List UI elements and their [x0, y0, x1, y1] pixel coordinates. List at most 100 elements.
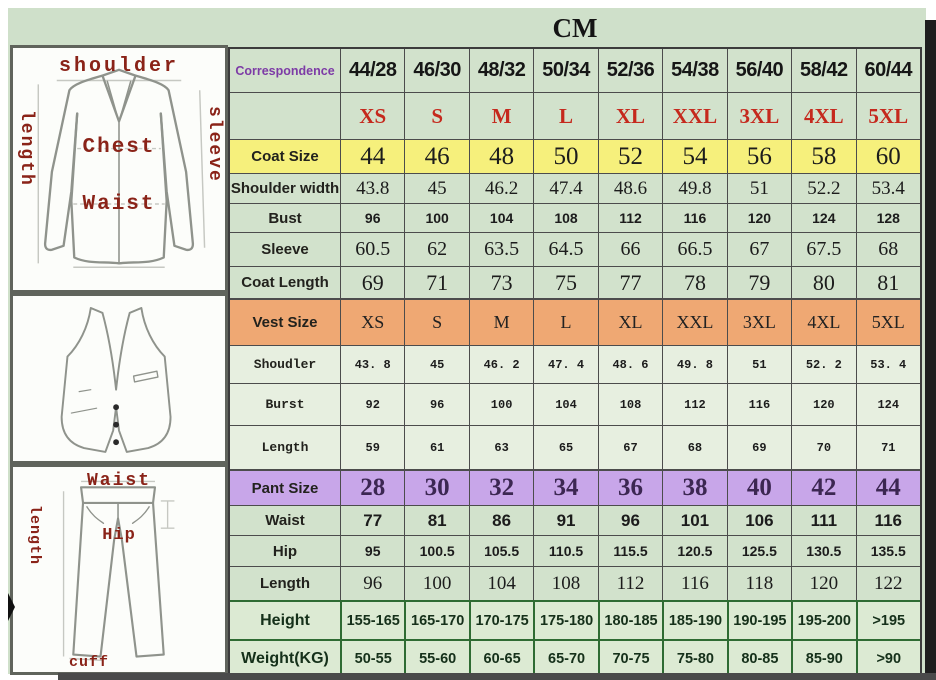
table-cell: 180-185: [597, 600, 663, 639]
row-label: Length: [230, 425, 340, 469]
row-label: Weight(KG): [230, 639, 340, 676]
table-cell: 155-165: [340, 600, 405, 639]
table-cell: 32: [468, 469, 534, 505]
row-label: Length: [230, 566, 340, 600]
table-row: Coat Length 69 71 73 75 77 78 79 80 81: [230, 266, 920, 298]
table-cell: 50: [533, 139, 598, 173]
table-cell: 3XL: [726, 298, 792, 345]
units-title: CM: [552, 13, 598, 43]
table-row: Coat Size 44 46 48 50 52 54 56 58 60: [230, 139, 920, 173]
table-cell: 190-195: [726, 600, 792, 639]
table-cell: 42: [791, 469, 856, 505]
table-cell: 66.5: [662, 232, 727, 266]
table-cell: 96: [597, 505, 663, 535]
table-cell: 30: [404, 469, 469, 505]
table-cell: 116: [855, 505, 920, 535]
table-cell: 38: [662, 469, 727, 505]
row-label: Shoulder width: [230, 173, 340, 203]
table-row: Burst 92 96 100 104 108 112 116 120 124: [230, 383, 920, 425]
table-cell: 58: [791, 139, 856, 173]
table-cell: 55-60: [404, 639, 469, 676]
table-cell: 51: [726, 173, 792, 203]
table-cell: 62: [404, 232, 469, 266]
table-cell: 53. 4: [855, 345, 920, 383]
table-cell: S: [404, 92, 469, 139]
table-cell: 54/38: [662, 49, 727, 92]
table-cell: 51: [726, 345, 792, 383]
table-cell: 165-170: [404, 600, 469, 639]
table-cell: M: [468, 298, 534, 345]
table-cell: 195-200: [791, 600, 856, 639]
table-cell: 71: [404, 266, 469, 298]
table-cell: 118: [726, 566, 792, 600]
table-row: Pant Size 28 30 32 34 36 38 40 42 44: [230, 469, 920, 505]
table-cell: L: [533, 298, 598, 345]
table-cell: 108: [533, 203, 598, 232]
table-cell: 70: [791, 425, 856, 469]
table-cell: 56/40: [726, 49, 792, 92]
table-cell: >195: [855, 600, 920, 639]
table-cell: 120: [791, 566, 856, 600]
table-cell: L: [533, 92, 598, 139]
table-cell: 4XL: [791, 92, 856, 139]
table-cell: 48. 6: [597, 345, 663, 383]
table-cell: 47.4: [533, 173, 598, 203]
table-cell: 125.5: [726, 535, 792, 566]
vest-diagram: [60, 307, 172, 453]
table-cell: S: [404, 298, 469, 345]
table-cell: 70-75: [597, 639, 663, 676]
table-cell: 105.5: [468, 535, 534, 566]
table-cell: 5XL: [855, 298, 920, 345]
table-cell: XL: [597, 298, 663, 345]
table-cell: 106: [726, 505, 792, 535]
table-cell: 43. 8: [340, 345, 405, 383]
table-cell: 53.4: [855, 173, 920, 203]
table-cell: 43.8: [340, 173, 405, 203]
table-cell: 108: [533, 566, 598, 600]
table-cell: 47. 4: [533, 345, 598, 383]
table-cell: 104: [533, 383, 598, 425]
row-label: [230, 92, 340, 139]
table-cell: 3XL: [726, 92, 792, 139]
table-cell: 175-180: [533, 600, 598, 639]
table-cell: 96: [404, 383, 469, 425]
table-cell: 49.8: [662, 173, 727, 203]
table-cell: 111: [791, 505, 856, 535]
table-cell: 69: [340, 266, 405, 298]
jacket-shoulder-label: shoulder: [58, 55, 180, 78]
jacket-diagram-panel: shoulder length sleeve Chest Waist: [10, 45, 228, 293]
table-cell: 81: [404, 505, 469, 535]
table-cell: 112: [662, 383, 727, 425]
table-cell: 120: [726, 203, 792, 232]
table-cell: 36: [597, 469, 663, 505]
table-cell: M: [468, 92, 534, 139]
table-cell: 92: [340, 383, 405, 425]
row-label: Hip: [230, 535, 340, 566]
table-cell: 60-65: [468, 639, 534, 676]
table-cell: 58/42: [791, 49, 856, 92]
table-cell: 71: [855, 425, 920, 469]
table-cell: 116: [662, 566, 727, 600]
table-row: Sleeve 60.5 62 63.5 64.5 66 66.5 67 67.5 68: [230, 232, 920, 266]
table-cell: 73: [468, 266, 534, 298]
table-cell: 135.5: [855, 535, 920, 566]
table-cell: 116: [726, 383, 792, 425]
jacket-chest-label: Chest: [82, 136, 156, 159]
table-row: Shoulder width 43.8 45 46.2 47.4 48.6 49.8 51 52…: [230, 173, 920, 203]
table-cell: 44: [340, 139, 405, 173]
table-cell: 79: [726, 266, 792, 298]
table-cell: XS: [340, 92, 405, 139]
table-cell: 4XL: [791, 298, 856, 345]
row-label: Sleeve: [230, 232, 340, 266]
jacket-waist-label: Waist: [82, 193, 156, 216]
table-cell: >90: [855, 639, 920, 676]
table-cell: 66: [597, 232, 663, 266]
table-cell: 124: [791, 203, 856, 232]
table-cell: 52. 2: [791, 345, 856, 383]
table-cell: 46/30: [404, 49, 469, 92]
size-table-region: CM Correspondence 44/28 46/30 48/32 50/34 52/…: [228, 10, 922, 678]
table-cell: 80: [791, 266, 856, 298]
table-row: Shoudler 43. 8 45 46. 2 47. 4 48. 6 49. 8 51 52.…: [230, 345, 920, 383]
row-label: Height: [230, 600, 340, 639]
table-cell: 64.5: [533, 232, 598, 266]
